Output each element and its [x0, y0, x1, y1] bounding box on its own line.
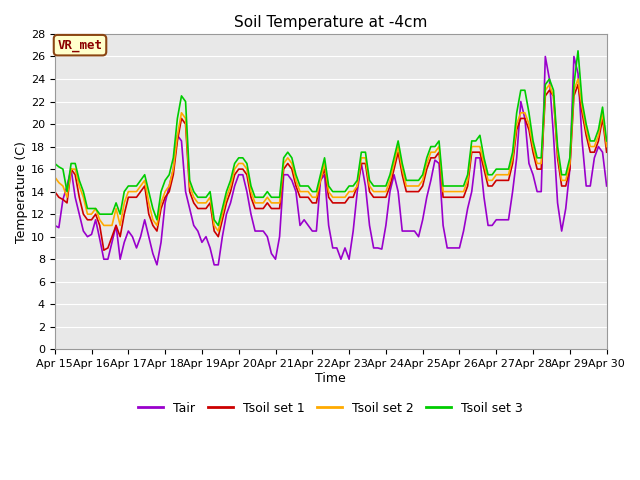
Title: Soil Temperature at -4cm: Soil Temperature at -4cm — [234, 15, 428, 30]
Text: VR_met: VR_met — [58, 39, 102, 52]
X-axis label: Time: Time — [316, 372, 346, 385]
Y-axis label: Temperature (C): Temperature (C) — [15, 141, 28, 242]
Legend: Tair, Tsoil set 1, Tsoil set 2, Tsoil set 3: Tair, Tsoil set 1, Tsoil set 2, Tsoil se… — [133, 396, 528, 420]
